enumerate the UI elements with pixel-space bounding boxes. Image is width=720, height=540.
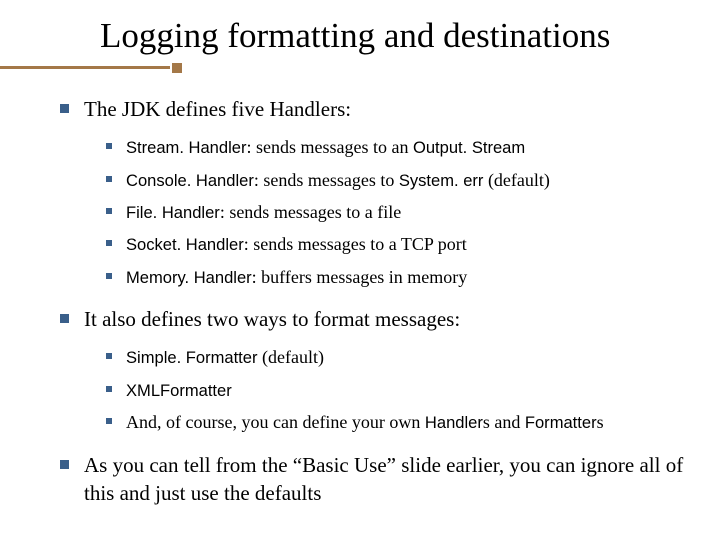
slide-body: The JDK defines five Handlers: Stream. H… [60,95,690,519]
bullet-lvl2: File. Handler: sends messages to a file [106,200,690,224]
slide-title: Logging formatting and destinations [100,16,700,56]
bullet-text: The JDK defines five Handlers: [84,97,351,121]
code-text: Formatter [525,413,597,432]
bullet-text: (default) [258,347,324,367]
bullet-lvl2: Simple. Formatter (default) [106,345,690,369]
bullet-text: : sends messages to a TCP port [244,234,467,254]
bullet-lvl2: Memory. Handler: buffers messages in mem… [106,265,690,289]
code-text: XMLFormatter [126,381,232,400]
code-text: Memory. Handler [126,268,252,287]
code-text: Stream. Handler [126,138,246,157]
bullet-text: : sends messages to [254,170,399,190]
code-text: Simple. Formatter [126,348,258,367]
bullet-text: : sends messages to an [246,137,412,157]
code-text: Socket. Handler [126,235,244,254]
bullet-lvl2: Stream. Handler: sends messages to an Ou… [106,135,690,159]
bullet-lvl1: As you can tell from the “Basic Use” sli… [60,451,690,508]
bullet-text: (default) [483,170,549,190]
code-text: System. err [399,171,484,190]
sublist: Simple. Formatter (default) XMLFormatter… [106,345,690,434]
bullet-lvl2: Socket. Handler: sends messages to a TCP… [106,232,690,256]
sublist: Stream. Handler: sends messages to an Ou… [106,135,690,289]
bullet-text: s [597,412,604,432]
bullet-lvl2: Console. Handler: sends messages to Syst… [106,168,690,192]
slide: Logging formatting and destinations The … [0,0,720,540]
code-text: Console. Handler [126,171,254,190]
code-text: Handler [425,413,483,432]
accent-square [172,63,182,73]
bullet-text: And, of course, you can define your own [126,412,425,432]
bullet-lvl1: It also defines two ways to format messa… [60,305,690,333]
bullet-lvl1: The JDK defines five Handlers: [60,95,690,123]
bullet-text: : buffers messages in memory [252,267,468,287]
bullet-lvl2: And, of course, you can define your own … [106,410,690,434]
bullet-text: As you can tell from the “Basic Use” sli… [84,453,683,505]
accent-line [0,66,170,69]
code-text: Output. Stream [413,138,525,157]
bullet-text: : sends messages to a file [220,202,401,222]
bullet-lvl2: XMLFormatter [106,378,690,402]
bullet-text: It also defines two ways to format messa… [84,307,460,331]
bullet-text: s and [483,412,525,432]
code-text: File. Handler [126,203,220,222]
